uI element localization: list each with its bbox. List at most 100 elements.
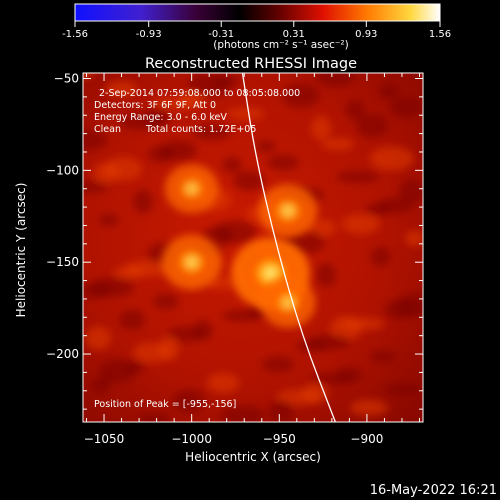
- colorbar-tick-label: 0.31: [283, 29, 305, 40]
- info-date-range: 2-Sep-2014 07:59:08.000 to 08:05:08.000: [99, 88, 300, 99]
- ripple-blob: [256, 140, 276, 153]
- ripple-blob: [379, 83, 399, 100]
- ripple-blob: [90, 277, 134, 298]
- ripple-blob: [390, 97, 422, 118]
- ripple-blob: [356, 113, 388, 138]
- ripple-blob: [83, 181, 108, 194]
- x-tick-label: −1000: [171, 432, 212, 446]
- clean-ripples: [83, 73, 423, 422]
- emission-sources: [161, 164, 318, 328]
- x-tick-label: −1050: [84, 432, 125, 446]
- info-annotations: 2-Sep-2014 07:59:08.000 to 08:05:08.000 …: [94, 88, 300, 410]
- solar-limb-curve: [241, 73, 336, 422]
- ripple-blob: [124, 260, 168, 277]
- colorbar-tick-label: -0.31: [208, 29, 234, 40]
- ripple-blob: [99, 213, 119, 226]
- ripple-blob: [213, 219, 257, 244]
- ripple-blob: [213, 75, 239, 87]
- ripple-blob: [173, 389, 205, 414]
- ripple-blob: [267, 154, 299, 171]
- emission-source: [258, 184, 318, 238]
- colorbar-unit-label: (photons cm⁻² s⁻¹ asec⁻²): [213, 39, 348, 51]
- ripple-blob: [193, 320, 213, 341]
- colorbar: -1.56 -0.93 -0.31 0.31 0.93 1.56 (photons cm⁻…: [62, 3, 451, 51]
- colorbar-frame: [74, 3, 441, 22]
- y-axis-label: Heliocentric Y (arcsec): [14, 183, 28, 318]
- ripple-blob: [322, 138, 354, 151]
- ripple-blob: [316, 263, 336, 288]
- ripple-blob: [153, 293, 179, 310]
- ripple-blob: [336, 366, 362, 383]
- ripple-blob: [311, 116, 331, 141]
- image-plot: [83, 73, 423, 422]
- x-axis-label: Heliocentric X (arcsec): [185, 450, 321, 464]
- ripple-blob: [282, 83, 320, 108]
- ripple-blob: [119, 309, 145, 330]
- colorbar-tick-label: 0.93: [355, 29, 377, 40]
- y-tick-label: −200: [46, 347, 79, 361]
- ripple-blob: [83, 130, 108, 151]
- ripple-blob: [396, 293, 423, 318]
- ripple-blob: [345, 99, 365, 120]
- y-tick-label: −50: [54, 72, 79, 86]
- ripple-blob: [85, 326, 111, 351]
- y-axis: −50 −100 −150 −200: [46, 72, 423, 410]
- ripple-blob: [222, 156, 242, 173]
- ripple-blob: [302, 383, 328, 404]
- colorbar-ticks: -1.56 -0.93 -0.31 0.31 0.93 1.56: [62, 21, 451, 40]
- ripple-blob: [145, 107, 171, 128]
- ripple-blob: [133, 189, 153, 214]
- ripple-blob: [227, 107, 265, 120]
- ripple-blob: [83, 73, 93, 79]
- ripple-blob: [139, 413, 171, 422]
- y-tick-label: −150: [46, 255, 79, 269]
- ripple-blob: [207, 372, 239, 393]
- info-energy: Energy Range: 3.0 - 6.0 keV: [94, 112, 227, 123]
- ripple-blob: [350, 399, 388, 416]
- ripple-blob: [159, 140, 197, 161]
- ripple-blob: [399, 179, 423, 204]
- ripple-blob: [262, 356, 294, 373]
- ripple-blob: [208, 277, 234, 290]
- ripple-blob: [307, 334, 351, 351]
- info-detectors: Detectors: 3F 6F 9F, Att 0: [94, 100, 216, 111]
- colorbar-tick-label: -1.56: [62, 29, 88, 40]
- y-tick-label: −100: [46, 163, 79, 177]
- ripple-blob: [384, 383, 422, 396]
- ripple-blob: [221, 405, 265, 422]
- info-algorithm: Clean: [94, 124, 121, 135]
- ripple-blob: [159, 336, 179, 361]
- plot-frame: [82, 72, 424, 423]
- ripple-blob: [193, 124, 231, 141]
- ripple-blob: [233, 170, 265, 191]
- ripple-blob: [376, 197, 414, 214]
- x-tick-label: −950: [263, 432, 296, 446]
- source-core: [173, 245, 210, 279]
- emission-source: [164, 164, 219, 214]
- ripple-blob: [179, 91, 205, 108]
- ripple-blob: [310, 219, 336, 236]
- ripple-blob: [268, 399, 294, 422]
- ripple-blob: [342, 213, 380, 234]
- x-axis: −1050 −1000 −950 −900: [84, 73, 420, 446]
- ripple-blob: [125, 360, 145, 373]
- ripple-blob: [104, 156, 142, 181]
- ripple-blob: [341, 317, 385, 330]
- x-tick-label: −900: [350, 432, 383, 446]
- ripple-blob: [316, 73, 354, 87]
- source-core: [271, 287, 305, 318]
- info-counts: Total counts: 1.72E+05: [145, 124, 256, 135]
- ripple-blob: [371, 246, 391, 267]
- ripple-blob: [91, 377, 111, 394]
- source-core: [175, 174, 208, 204]
- ripple-blob: [336, 170, 380, 183]
- colorbar-gradient: [75, 4, 440, 21]
- ripple-blob: [105, 81, 137, 97]
- chart-title: Reconstructed RHESSI Image: [145, 56, 357, 72]
- plot-timestamp: 16-May-2022 16:21: [370, 483, 497, 498]
- source-core: [270, 194, 306, 227]
- colorbar-tick-label: 1.56: [429, 29, 451, 40]
- info-peak-position: Position of Peak = [-955,-156]: [94, 399, 236, 410]
- ripple-blob: [370, 350, 396, 363]
